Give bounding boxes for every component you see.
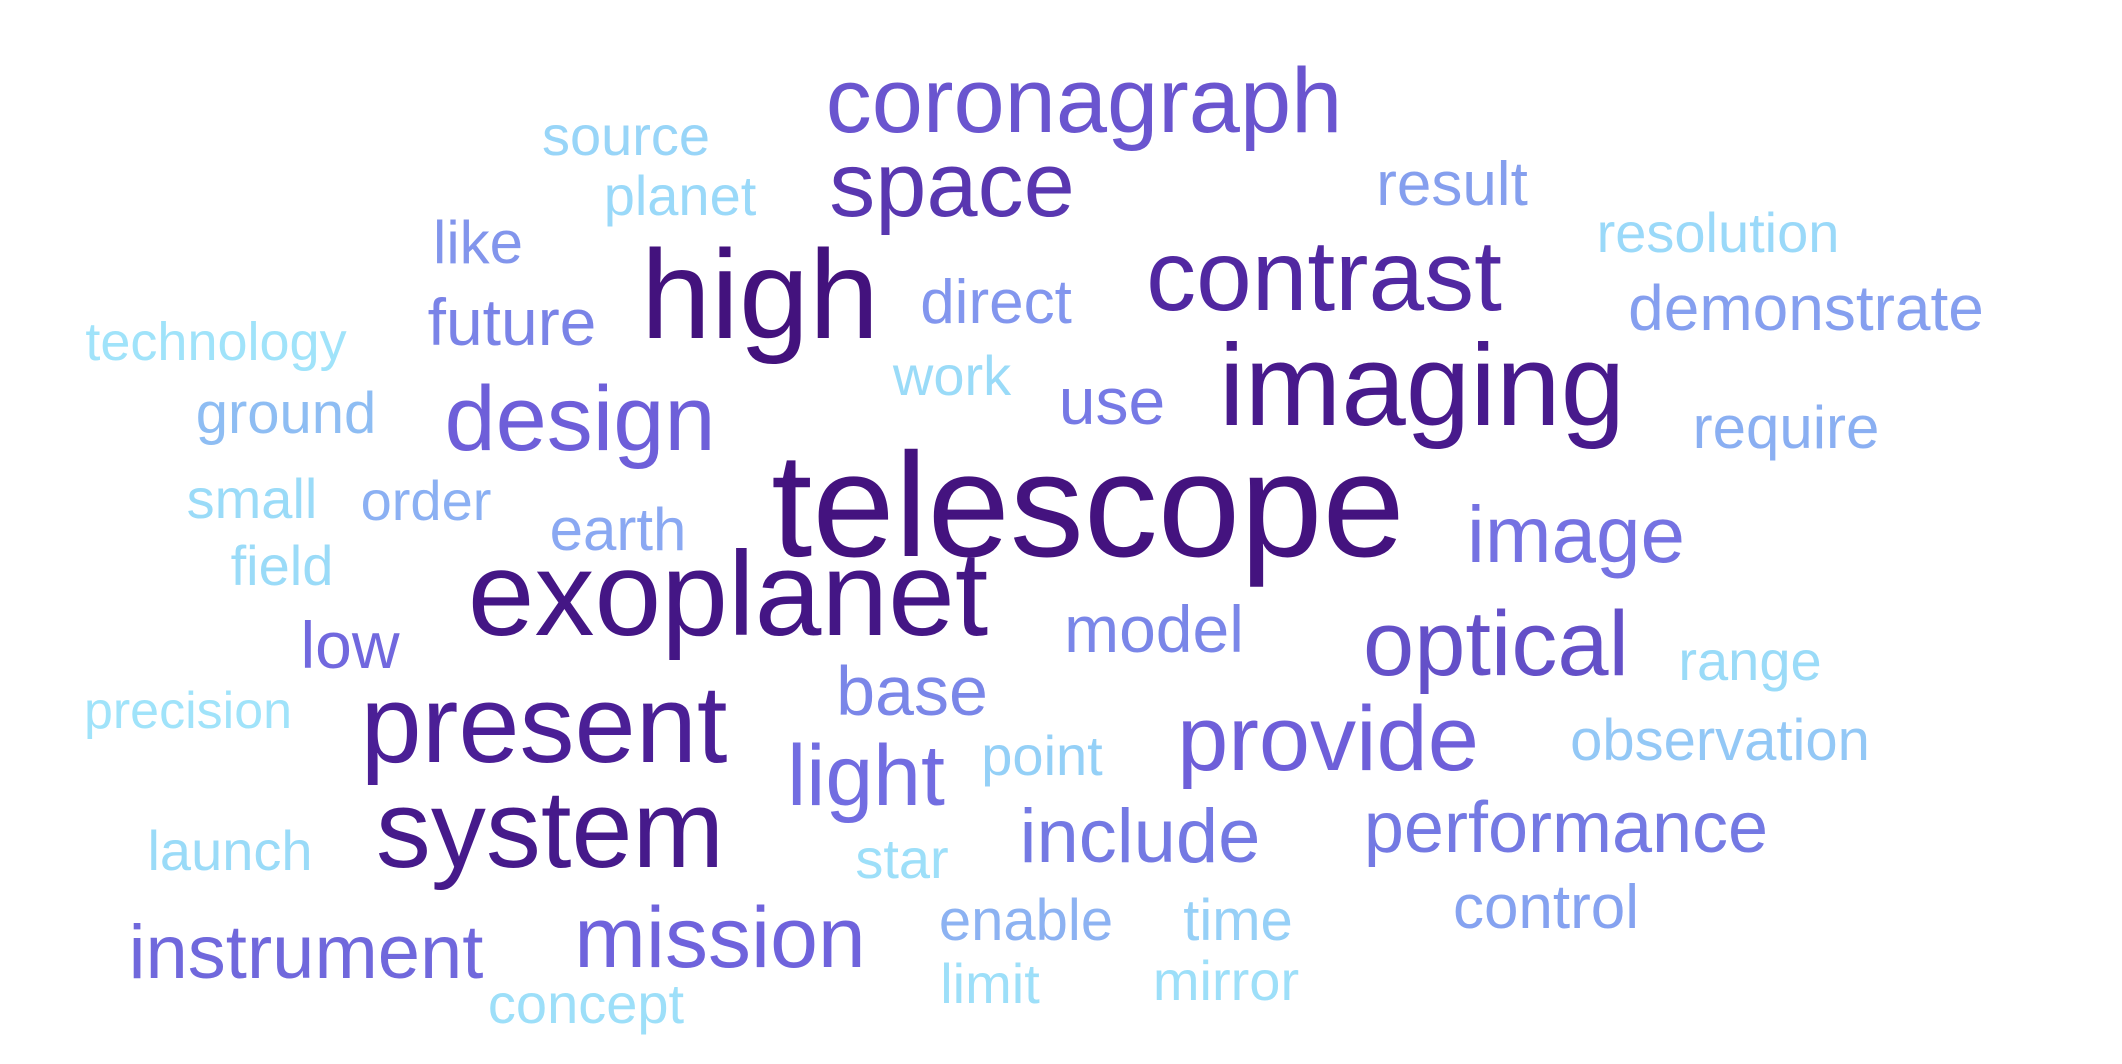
word-work: work: [892, 344, 1012, 407]
word-optical: optical: [1363, 593, 1629, 695]
word-design: design: [444, 368, 715, 470]
word-contrast: contrast: [1146, 220, 1502, 332]
word-concept: concept: [488, 972, 685, 1035]
word-demonstrate: demonstrate: [1628, 272, 1984, 344]
word-order: order: [361, 469, 492, 532]
word-ground: ground: [196, 381, 377, 446]
word-resolution: resolution: [1597, 201, 1840, 264]
word-present: present: [361, 663, 728, 786]
word-mirror: mirror: [1153, 949, 1299, 1012]
word-low: low: [300, 608, 399, 682]
word-imaging: imaging: [1219, 320, 1625, 450]
word-precision: precision: [84, 682, 292, 740]
word-coronagraph: coronagraph: [826, 50, 1343, 152]
word-performance: performance: [1364, 788, 1768, 868]
word-point: point: [981, 724, 1103, 787]
word-time: time: [1183, 888, 1293, 953]
word-limit: limit: [940, 952, 1040, 1015]
word-range: range: [1678, 629, 1821, 692]
word-high: high: [641, 224, 879, 365]
word-planet: planet: [604, 164, 757, 227]
word-earth: earth: [550, 496, 687, 563]
word-enable: enable: [939, 888, 1113, 953]
word-model: model: [1064, 592, 1244, 666]
word-technology: technology: [85, 312, 346, 372]
word-star: star: [855, 827, 948, 890]
word-source: source: [542, 104, 710, 167]
word-launch: launch: [147, 819, 312, 882]
word-future: future: [428, 285, 597, 359]
word-system: system: [376, 768, 724, 891]
word-instrument: instrument: [129, 910, 484, 995]
word-control: control: [1453, 873, 1639, 942]
word-require: require: [1693, 394, 1880, 461]
word-exoplanet: exoplanet: [468, 527, 988, 661]
word-telescope: telescope: [771, 423, 1405, 588]
word-space: space: [829, 134, 1075, 236]
word-base: base: [836, 652, 988, 730]
word-use: use: [1059, 364, 1165, 438]
word-small: small: [187, 467, 318, 530]
word-field: field: [231, 534, 334, 597]
word-direct: direct: [920, 268, 1072, 337]
word-image: image: [1467, 490, 1685, 579]
word-like: like: [433, 209, 523, 276]
word-result: result: [1376, 150, 1528, 219]
word-observation: observation: [1570, 708, 1870, 773]
word-include: include: [1020, 794, 1261, 879]
word-light: light: [787, 728, 945, 824]
word-provide: provide: [1177, 688, 1479, 790]
word-mission: mission: [574, 890, 866, 986]
